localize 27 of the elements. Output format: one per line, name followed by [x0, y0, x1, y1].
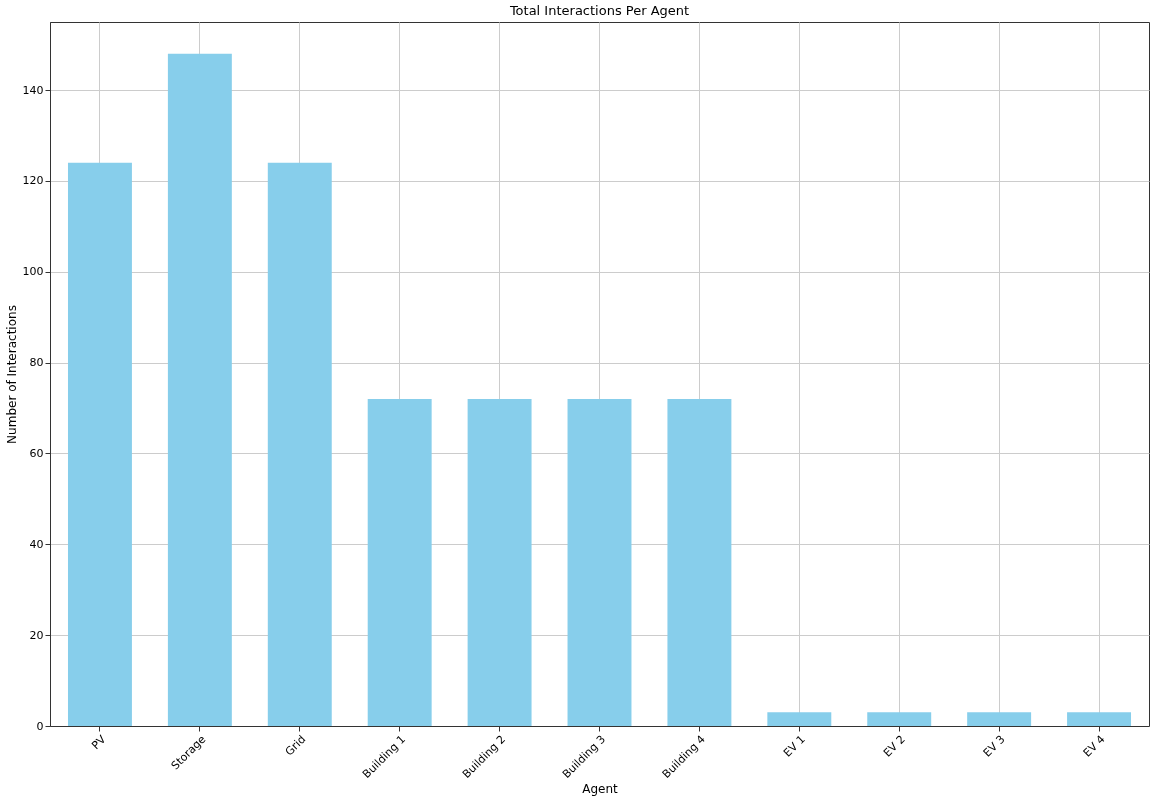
bar: [567, 398, 632, 726]
x-tick-label: EV 4: [1080, 732, 1108, 760]
x-tick-label: EV 1: [780, 732, 808, 760]
y-tick-label: 100: [22, 265, 44, 279]
y-tick-label: 20: [29, 628, 44, 642]
x-tick-label: EV 3: [980, 732, 1008, 760]
bar: [467, 398, 532, 726]
y-tick-label: 40: [29, 537, 44, 551]
bar: [67, 162, 132, 726]
bar: [1067, 712, 1132, 726]
x-tick-label: PV: [89, 732, 109, 753]
y-tick-label: 140: [22, 83, 44, 97]
x-axis-title: Agent: [582, 782, 619, 797]
y-tick-label: 80: [29, 356, 44, 370]
y-tick-label: 0: [36, 719, 44, 733]
bar: [767, 712, 832, 726]
chart-title: Total Interactions Per Agent: [508, 3, 690, 18]
bar: [867, 712, 932, 726]
x-tick-label: EV 2: [880, 732, 908, 760]
bar: [267, 162, 332, 726]
y-tick-label: 60: [29, 446, 44, 460]
bar: [167, 53, 232, 726]
bar: [667, 398, 732, 726]
bar: [967, 712, 1032, 726]
y-axis-title: Number of Interactions: [4, 305, 19, 444]
y-tick-label: 120: [22, 174, 44, 188]
bar: [367, 398, 432, 726]
